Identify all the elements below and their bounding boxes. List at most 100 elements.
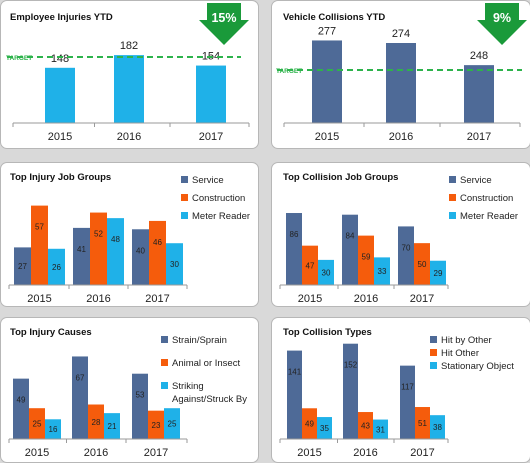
legend-swatch bbox=[449, 176, 456, 183]
bar-striking-against-struck-by bbox=[164, 408, 180, 439]
bar-construction bbox=[302, 245, 318, 285]
bar-strain-sprain bbox=[13, 378, 29, 439]
legend-swatch bbox=[161, 359, 168, 366]
data-label: 25 bbox=[168, 420, 177, 429]
bar-meter-reader bbox=[374, 257, 390, 285]
bar-construction bbox=[31, 205, 48, 285]
x-tick-label: 2015 bbox=[315, 131, 339, 143]
legend-swatch bbox=[430, 336, 437, 343]
bar-striking-against-struck-by bbox=[45, 419, 61, 439]
panel-top-collision-types: Top Collision Types 141 49 35 152 43 31 117 51 38… bbox=[271, 317, 530, 463]
data-label: 40 bbox=[136, 246, 145, 255]
down-arrow-icon bbox=[477, 3, 527, 45]
bar-construction bbox=[90, 212, 107, 285]
bar-service bbox=[73, 227, 90, 285]
data-label: 86 bbox=[290, 230, 299, 239]
data-label: 277 bbox=[318, 25, 336, 37]
x-tick-label: 2016 bbox=[117, 131, 141, 143]
data-label: 41 bbox=[77, 245, 86, 254]
chart-title: Top Injury Causes bbox=[10, 327, 92, 338]
bar-strain-sprain bbox=[72, 356, 88, 439]
x-tick-label: 2016 bbox=[84, 447, 108, 459]
data-label: 23 bbox=[152, 421, 161, 430]
data-label: 47 bbox=[306, 261, 315, 270]
bar-hit-by-other bbox=[400, 365, 415, 439]
x-tick-label: 2016 bbox=[389, 131, 413, 143]
down-arrow-icon bbox=[199, 3, 249, 45]
legend-label: Stationary Object bbox=[441, 361, 514, 372]
data-label: 248 bbox=[470, 50, 488, 62]
legend-swatch bbox=[181, 194, 188, 201]
legend-swatch bbox=[181, 176, 188, 183]
bar-striking-against-struck-by bbox=[104, 413, 120, 439]
bar-hit-by-other bbox=[343, 343, 358, 439]
legend-label: Meter Reader bbox=[460, 211, 518, 222]
badge-percent: 15% bbox=[211, 11, 236, 25]
legend-swatch bbox=[430, 362, 437, 369]
data-label: 26 bbox=[52, 263, 61, 272]
x-tick-label: 2017 bbox=[199, 131, 223, 143]
data-label: 52 bbox=[94, 230, 103, 239]
bar-construction bbox=[414, 243, 430, 285]
chart-title: Top Collision Types bbox=[283, 327, 372, 338]
data-label: 152 bbox=[344, 361, 358, 370]
data-label: 48 bbox=[111, 235, 120, 244]
legend-swatch bbox=[181, 212, 188, 219]
bar-strain-sprain bbox=[132, 373, 148, 439]
x-tick-label: 2015 bbox=[25, 447, 49, 459]
bar-hit-other bbox=[358, 412, 373, 439]
bar-hit-other bbox=[415, 407, 430, 439]
data-label: 70 bbox=[402, 243, 411, 252]
data-label: 28 bbox=[92, 418, 101, 427]
data-label: 182 bbox=[120, 40, 138, 52]
top-injury-causes-chart: Top Injury Causes 49 25 16 67 28 21 53 23 25 Strai… bbox=[8, 327, 247, 459]
legend-label: Hit Other bbox=[441, 348, 479, 359]
x-tick-label: 2017 bbox=[410, 293, 434, 305]
legend-label: Animal or Insect bbox=[172, 358, 240, 369]
bar-service bbox=[286, 213, 302, 285]
data-label: 274 bbox=[392, 28, 410, 40]
panel-top-injury-job-groups: Top Injury Job Groups 27 57 26 41 52 48 40 46 30 S… bbox=[0, 162, 259, 307]
data-label: 30 bbox=[170, 260, 179, 269]
data-label: 31 bbox=[376, 425, 385, 434]
x-tick-label: 2017 bbox=[410, 447, 434, 459]
bar-meter-reader bbox=[48, 248, 65, 285]
chart-title: Vehicle Collisions YTD bbox=[283, 12, 385, 23]
bar-stationary-object bbox=[430, 415, 445, 439]
bar-service bbox=[14, 247, 31, 285]
legend-swatch bbox=[430, 349, 437, 356]
legend-label: Construction bbox=[460, 193, 513, 204]
chart-title: Top Collision Job Groups bbox=[283, 172, 398, 183]
bar-stationary-object bbox=[317, 417, 332, 439]
bar bbox=[386, 43, 416, 124]
top-collision-job-groups-chart: Top Collision Job Groups 86 47 30 84 59 33 70 50… bbox=[279, 172, 518, 305]
data-label: 16 bbox=[49, 425, 58, 434]
badge-percent: 9% bbox=[493, 11, 511, 25]
legend-swatch bbox=[449, 194, 456, 201]
bar-service bbox=[132, 229, 149, 285]
legend-label: Service bbox=[192, 175, 224, 186]
data-label: 51 bbox=[418, 419, 427, 428]
bar-meter-reader bbox=[166, 243, 183, 285]
legend-swatch bbox=[161, 336, 168, 343]
bar-animal-or-insect bbox=[29, 408, 45, 439]
x-tick-label: 2015 bbox=[27, 293, 51, 305]
bar-construction bbox=[358, 235, 374, 285]
data-label: 67 bbox=[76, 373, 85, 382]
legend-label: Service bbox=[460, 175, 492, 186]
x-tick-label: 2017 bbox=[467, 131, 491, 143]
top-injury-job-groups-chart: Top Injury Job Groups 27 57 26 41 52 48 40 46 30 S… bbox=[8, 172, 250, 305]
data-label: 59 bbox=[362, 253, 371, 262]
x-tick-label: 2015 bbox=[298, 293, 322, 305]
bar bbox=[464, 65, 494, 123]
panel-top-injury-causes: Top Injury Causes 49 25 16 67 28 21 53 23 25 Strai… bbox=[0, 317, 259, 463]
data-label: 25 bbox=[33, 420, 42, 429]
legend-label: Construction bbox=[192, 193, 245, 204]
legend-label: Striking bbox=[172, 381, 204, 392]
panel-top-collision-job-groups: Top Collision Job Groups 86 47 30 84 59 33 70 50… bbox=[271, 162, 530, 307]
data-label: 117 bbox=[401, 383, 414, 392]
x-tick-label: 2016 bbox=[353, 447, 377, 459]
legend-label: Against/Struck By bbox=[172, 394, 247, 405]
bar-construction bbox=[149, 220, 166, 285]
bar-meter-reader bbox=[430, 260, 446, 285]
